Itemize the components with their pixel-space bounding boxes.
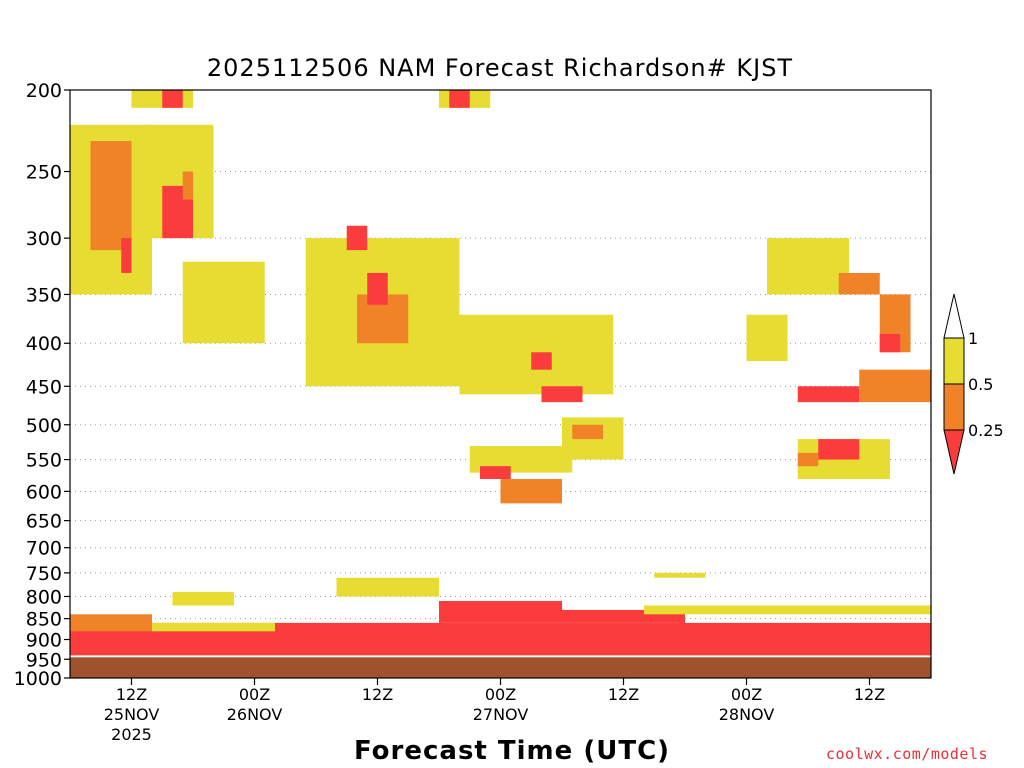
y-tick-label: 550 xyxy=(26,450,62,472)
ground-fill xyxy=(70,657,931,678)
x-tick-label: 12Z xyxy=(362,685,393,704)
ri-cell xyxy=(182,261,265,344)
legend-swatch xyxy=(943,337,965,385)
x-tick-year: 2025 xyxy=(111,725,152,744)
y-tick-label: 450 xyxy=(26,376,62,398)
y-tick-label: 900 xyxy=(26,630,62,652)
y-tick-label: 700 xyxy=(26,538,62,560)
ri-cell xyxy=(838,272,880,295)
y-tick-label: 250 xyxy=(26,162,62,184)
x-tick-date: 25NOV xyxy=(104,705,160,724)
y-axis: 200 250 300 350 400 450 500 550 600 650 700 7508008… xyxy=(14,80,70,690)
x-tick-label: 12Z xyxy=(854,685,885,704)
watermark: coolwx.com/models xyxy=(826,745,989,763)
x-tick-label: 00Z xyxy=(485,685,516,704)
ri-cell xyxy=(367,272,388,305)
ri-cell xyxy=(500,478,562,504)
ri-cell xyxy=(797,386,860,403)
legend-label: 0.5 xyxy=(968,375,993,394)
legend-swatch xyxy=(943,383,965,431)
y-tick-label: 600 xyxy=(26,481,62,503)
y-tick-label: 400 xyxy=(26,333,62,355)
legend-swatch xyxy=(943,429,965,475)
ri-cell xyxy=(346,225,368,251)
ri-cell xyxy=(541,386,583,403)
x-tick-date: 28NOV xyxy=(719,705,775,724)
legend-label: 0.25 xyxy=(968,421,1004,440)
y-tick-label: 950 xyxy=(26,649,62,671)
ri-cell xyxy=(70,614,152,632)
plot-area xyxy=(70,90,931,656)
ri-cell xyxy=(654,572,706,578)
ri-cell xyxy=(172,591,234,606)
legend-label: 1 xyxy=(968,329,978,348)
y-tick-label: 750 xyxy=(26,563,62,585)
x-tick-label: 12Z xyxy=(608,685,639,704)
legend: 1 0.5 0.25 xyxy=(943,293,1004,475)
ri-cell xyxy=(531,352,552,370)
ri-cell xyxy=(336,577,439,597)
ri-cell xyxy=(767,238,849,295)
chart-title: 2025112506 NAM Forecast Richardson# KJST xyxy=(207,54,793,82)
ri-cell xyxy=(449,90,470,108)
ri-cell xyxy=(439,601,562,623)
y-tick-label: 650 xyxy=(26,511,62,533)
x-tick-label: 00Z xyxy=(731,685,762,704)
x-tick-label: 00Z xyxy=(239,685,270,704)
ri-cell xyxy=(818,439,860,460)
ri-cell xyxy=(572,424,603,440)
y-tick-label: 800 xyxy=(26,586,62,608)
y-tick-label: 200 xyxy=(26,80,62,102)
y-tick-label: 350 xyxy=(26,284,62,306)
ri-cell xyxy=(90,141,132,251)
ri-cell xyxy=(480,466,511,479)
ri-cell xyxy=(121,238,132,273)
ri-cell xyxy=(162,90,183,108)
legend-swatch xyxy=(943,293,965,339)
ri-cell xyxy=(859,369,931,403)
ri-cell xyxy=(152,622,275,632)
ri-cell xyxy=(644,605,931,615)
y-tick-label: 300 xyxy=(26,228,62,250)
ri-cell xyxy=(182,171,193,200)
x-tick-label: 12Z xyxy=(116,685,147,704)
x-axis-label: Forecast Time (UTC) xyxy=(354,736,670,766)
ri-cell xyxy=(746,314,788,362)
ri-cell xyxy=(879,333,901,353)
x-tick-date: 26NOV xyxy=(227,705,283,724)
x-tick-date: 27NOV xyxy=(473,705,529,724)
ri-cell xyxy=(797,452,819,467)
ground-layer xyxy=(70,657,931,678)
y-tick-label: 850 xyxy=(26,609,62,631)
y-tick-label: 500 xyxy=(26,415,62,437)
y-tick-label: 1000 xyxy=(14,668,62,690)
